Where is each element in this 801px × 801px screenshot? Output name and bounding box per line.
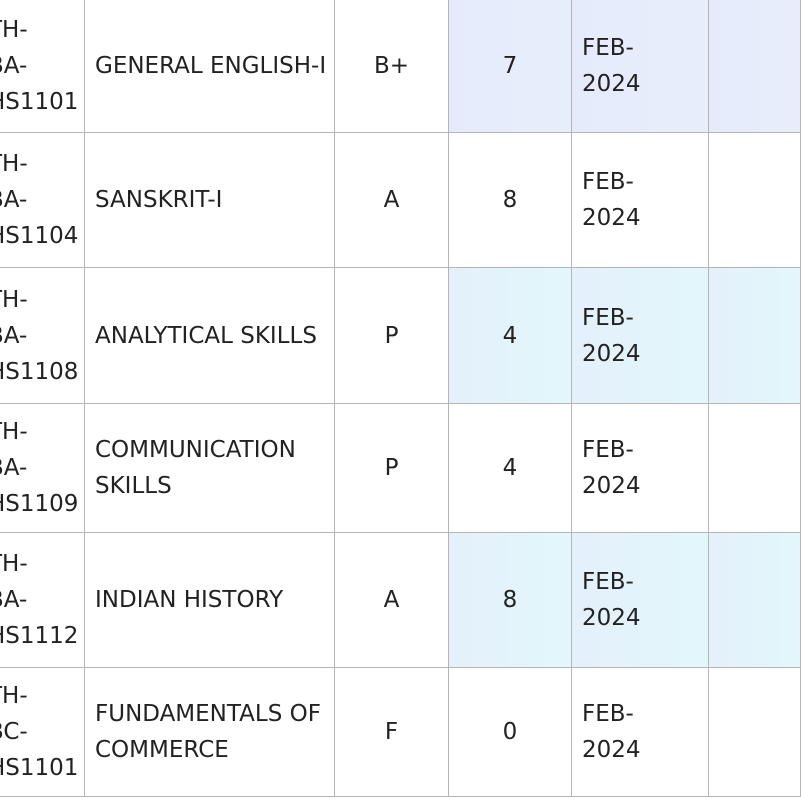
course-name: INDIAN HISTORY xyxy=(95,587,284,613)
exam-date: FEB- 2024 xyxy=(582,569,641,631)
grade-cell: B+ xyxy=(335,0,449,133)
course-code: TH- BA- HS1104 xyxy=(0,151,79,249)
course-code-cell: TH- BA- HS1112 xyxy=(0,533,85,668)
grade-point-cell: 4 xyxy=(449,268,572,404)
course-name-cell: FUNDAMENTALS OF COMMERCE xyxy=(85,668,335,797)
course-code-cell: TH- BA- HS1108 xyxy=(0,268,85,404)
course-code-cell: TH- BA- HS1109 xyxy=(0,404,85,533)
exam-date: FEB- 2024 xyxy=(582,304,641,367)
grade-point: 4 xyxy=(502,322,518,349)
exam-date-cell: FEB- 2024 xyxy=(572,668,709,797)
course-code: TH- BA- HS1112 xyxy=(0,551,79,649)
exam-date-cell: FEB- 2024 xyxy=(572,133,709,268)
grade: F xyxy=(384,719,399,745)
grade-cell: F xyxy=(335,668,449,797)
course-name-cell: ANALYTICAL SKILLS xyxy=(85,268,335,404)
grade-point: 4 xyxy=(502,455,518,481)
grade-point: 0 xyxy=(502,719,518,745)
empty-cell xyxy=(709,533,801,668)
empty-cell xyxy=(709,668,801,797)
course-code: TH- BA- HS1108 xyxy=(0,286,79,385)
course-name: COMMUNICATION SKILLS xyxy=(95,437,296,499)
grade-point: 8 xyxy=(502,587,518,613)
course-name-cell: COMMUNICATION SKILLS xyxy=(85,404,335,533)
grade: A xyxy=(383,587,400,613)
grade-point-cell: 0 xyxy=(449,668,572,797)
empty-cell xyxy=(709,268,801,404)
course-code-cell: TH- BA- HS1104 xyxy=(0,133,85,268)
grade: B+ xyxy=(373,53,410,79)
exam-date-cell: FEB- 2024 xyxy=(572,404,709,533)
grade-point-cell: 7 xyxy=(449,0,572,133)
course-name: SANSKRIT-I xyxy=(95,187,223,213)
exam-date: FEB- 2024 xyxy=(582,437,641,499)
course-code: TH- BC- HS1101 xyxy=(0,683,79,781)
exam-date: FEB- 2024 xyxy=(582,35,641,97)
grade-cell: A xyxy=(335,533,449,668)
empty-cell xyxy=(709,133,801,268)
exam-date-cell: FEB- 2024 xyxy=(572,268,709,404)
exam-date-cell: FEB- 2024 xyxy=(572,0,709,133)
grade-cell: P xyxy=(335,268,449,404)
grade: A xyxy=(383,187,400,213)
grade-point-cell: 8 xyxy=(449,533,572,668)
grade-cell: A xyxy=(335,133,449,268)
course-name-cell: SANSKRIT-I xyxy=(85,133,335,268)
course-code-cell: TH- BA- HS1101 xyxy=(0,0,85,133)
grade-point-cell: 4 xyxy=(449,404,572,533)
grade-point: 7 xyxy=(502,53,518,79)
grade: P xyxy=(384,322,399,349)
course-name: GENERAL ENGLISH-I xyxy=(95,53,327,79)
empty-cell xyxy=(709,0,801,133)
course-name: ANALYTICAL SKILLS xyxy=(95,322,317,349)
course-code-cell: TH- BC- HS1101 xyxy=(0,668,85,797)
exam-date-cell: FEB- 2024 xyxy=(572,533,709,668)
empty-cell xyxy=(709,404,801,533)
course-name-cell: INDIAN HISTORY xyxy=(85,533,335,668)
course-code: TH- BA- HS1101 xyxy=(0,17,79,115)
exam-date: FEB- 2024 xyxy=(582,701,641,763)
course-name-cell: GENERAL ENGLISH-I xyxy=(85,0,335,133)
grade-point: 8 xyxy=(502,187,518,213)
grade-cell: P xyxy=(335,404,449,533)
course-code: TH- BA- HS1109 xyxy=(0,419,79,517)
grade-point-cell: 8 xyxy=(449,133,572,268)
exam-date: FEB- 2024 xyxy=(582,169,641,231)
grade: P xyxy=(384,455,399,481)
course-name: FUNDAMENTALS OF COMMERCE xyxy=(95,701,321,763)
